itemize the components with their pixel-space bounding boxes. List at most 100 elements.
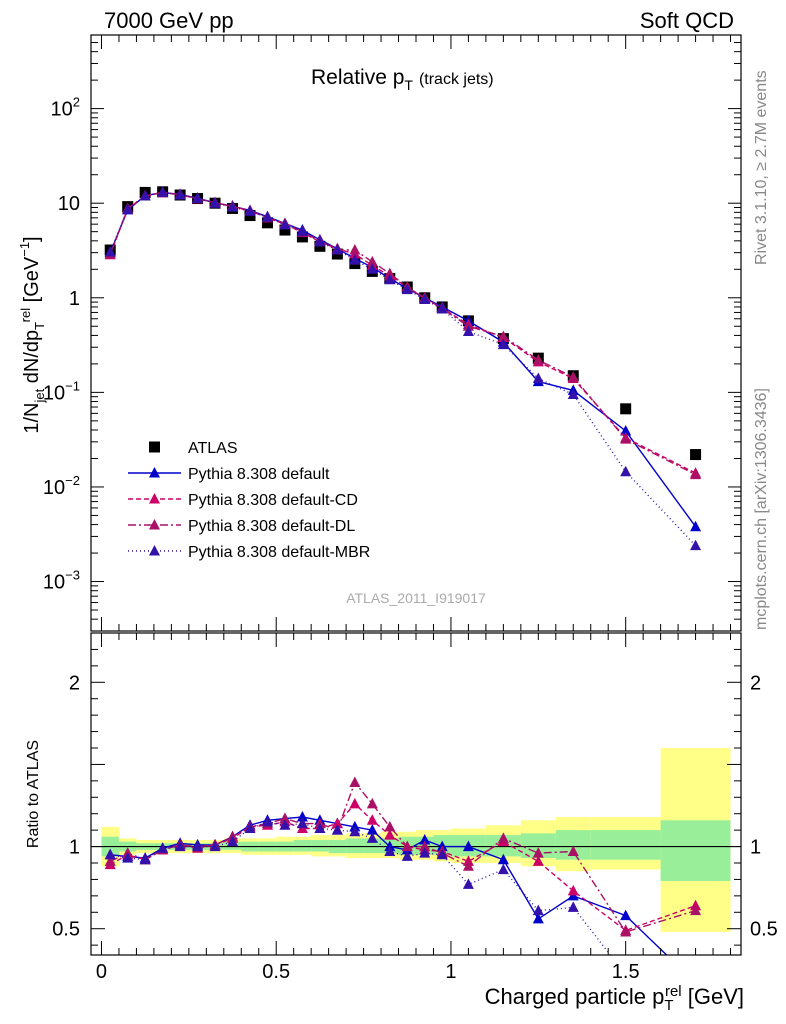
legend-label: Pythia 8.308 default-DL xyxy=(188,518,355,535)
data-point xyxy=(296,817,308,829)
data-point xyxy=(620,425,632,436)
ratio-y-tick-label-right: 0.5 xyxy=(750,919,778,941)
data-point xyxy=(567,901,579,912)
y-tick-label: 102 xyxy=(51,95,80,121)
data-point xyxy=(497,338,509,350)
header-left: 7000 GeV pp xyxy=(104,8,234,33)
data-point xyxy=(349,254,361,265)
rivet-version-label: Rivet 3.1.10, ≥ 2.7M events xyxy=(753,70,770,265)
ratio-uncertainty-bands xyxy=(91,748,741,932)
data-point xyxy=(690,468,702,480)
data-point xyxy=(419,834,431,845)
band-stat xyxy=(590,830,661,860)
data-point xyxy=(620,465,632,477)
data-point xyxy=(261,211,273,222)
y-tick-base: 10 xyxy=(43,382,65,404)
band-stat xyxy=(311,840,329,852)
data-point xyxy=(349,825,361,837)
ratio-series-3 xyxy=(104,815,612,955)
y-tick-label: 10−1 xyxy=(43,378,80,404)
legend-item-3: Pythia 8.308 default-DL xyxy=(128,518,355,535)
data-point xyxy=(122,852,134,863)
data-point xyxy=(620,909,632,921)
data-point xyxy=(567,371,579,382)
main-frame xyxy=(90,34,742,632)
data-point xyxy=(366,824,378,835)
data-point xyxy=(192,192,204,204)
data-point xyxy=(620,403,632,415)
main-series-group xyxy=(104,186,702,551)
y-tick-label: 10−2 xyxy=(43,473,80,499)
legend-marker xyxy=(149,545,160,556)
data-point xyxy=(366,832,378,843)
data-point xyxy=(532,353,544,365)
main-y-axis-label: 1/Njet dN/dpTrel [GeV−1] xyxy=(17,236,47,433)
title-suffix: (track jets) xyxy=(419,71,494,88)
data-point xyxy=(419,840,431,852)
data-point xyxy=(419,847,431,858)
data-point xyxy=(104,855,116,866)
y-tick-exponent: −1 xyxy=(65,378,80,393)
data-point xyxy=(227,835,239,847)
legend-marker xyxy=(149,493,160,504)
data-point xyxy=(366,255,378,267)
data-point xyxy=(209,840,221,852)
legend-label: Pythia 8.308 default-CD xyxy=(188,492,358,509)
legend-item-2: Pythia 8.308 default-CD xyxy=(128,492,358,509)
data-point xyxy=(620,433,632,444)
y-tick-exponent: 2 xyxy=(73,95,80,110)
data-point xyxy=(436,848,448,860)
data-point xyxy=(497,853,509,865)
data-point xyxy=(567,388,579,399)
ratio-series-group xyxy=(104,776,702,955)
legend-marker xyxy=(149,467,160,478)
data-point xyxy=(157,186,169,197)
main-plot-title: Relative pT (track jets) xyxy=(311,66,494,93)
data-point xyxy=(532,847,544,858)
data-point xyxy=(532,912,544,924)
x-tick-label: 1.5 xyxy=(612,961,640,983)
ratio-y-tick-label-right: 1 xyxy=(750,837,761,859)
x-tick-label: 0.5 xyxy=(262,961,290,983)
data-point xyxy=(690,539,702,551)
data-point xyxy=(532,372,544,384)
data-point xyxy=(567,845,579,856)
legend-marker xyxy=(149,519,160,530)
title-main: Relative p xyxy=(311,66,404,89)
data-point xyxy=(104,848,116,860)
data-point xyxy=(122,203,134,214)
data-point xyxy=(104,245,116,257)
x-tick-label: 0 xyxy=(96,961,107,983)
data-point xyxy=(690,449,702,461)
ratio-series-line xyxy=(109,802,696,932)
data-point xyxy=(331,817,343,829)
y-tick-base: 10 xyxy=(43,477,65,499)
y-tick-base: 10 xyxy=(43,572,65,594)
data-point xyxy=(314,822,326,833)
data-point xyxy=(192,840,204,852)
data-point xyxy=(261,217,273,229)
main-series-0 xyxy=(104,186,702,461)
ratio-clipped xyxy=(104,776,702,955)
y-tick-label: 1 xyxy=(69,288,80,310)
data-point xyxy=(331,824,343,835)
data-point xyxy=(419,293,431,304)
data-point xyxy=(331,243,343,255)
data-point xyxy=(384,829,396,840)
data-point xyxy=(209,197,221,208)
data-point xyxy=(462,860,474,871)
data-point xyxy=(401,850,413,861)
data-point xyxy=(462,320,474,331)
data-point xyxy=(279,812,291,824)
ratio-ticks: 0.5 0.5 1 1 2 2 0 0.5 1 1.5 xyxy=(52,632,778,983)
data-point xyxy=(690,904,702,916)
data-point xyxy=(567,884,579,896)
ratio-y-tick-label-right: 2 xyxy=(750,672,761,694)
main-series-4 xyxy=(104,186,702,551)
data-point xyxy=(244,822,256,833)
ratio-panel: 0.5 0.5 1 1 2 2 0 0.5 1 1.5 Ratio to ATLAS Charge… xyxy=(25,632,778,1014)
data-point xyxy=(401,840,413,852)
band-stat xyxy=(660,820,731,882)
data-point xyxy=(139,853,151,865)
